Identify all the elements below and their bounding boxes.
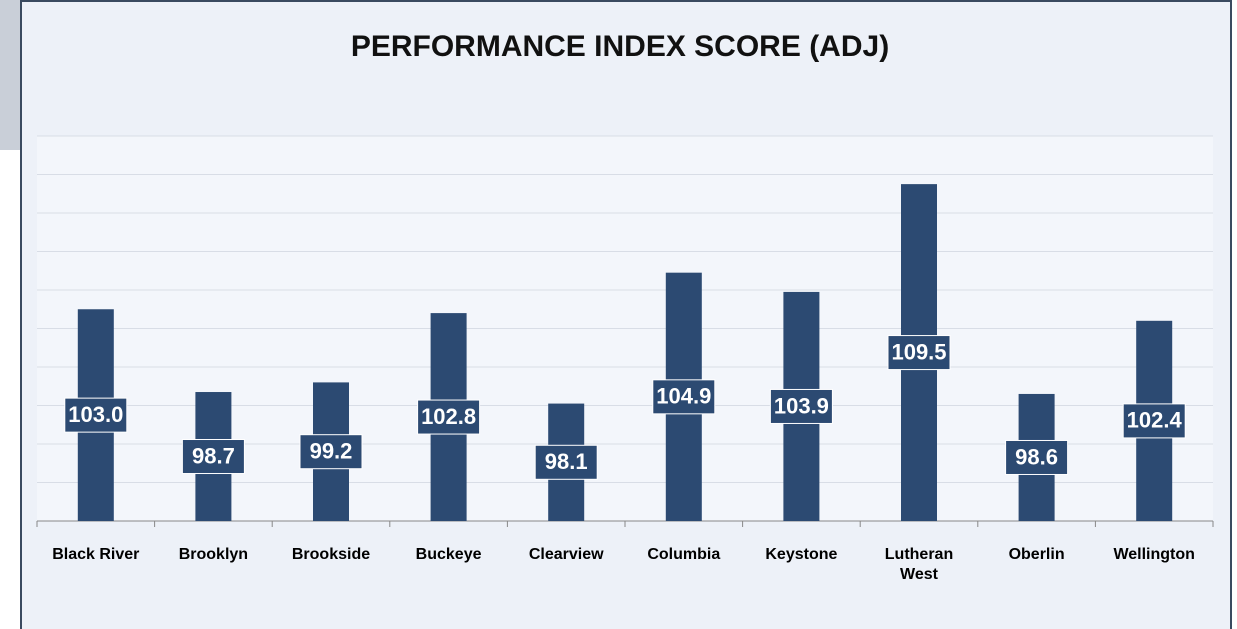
data-label-box [181,439,245,475]
data-label: 103.9 [774,393,829,418]
data-label: 109.5 [891,339,946,364]
data-label-box [534,444,598,480]
data-label: 98.6 [1015,444,1058,469]
data-label: 98.7 [192,443,235,468]
data-label: 103.0 [68,402,123,427]
data-label: 104.9 [656,384,711,409]
data-label: 102.4 [1127,408,1183,433]
data-label-box [1122,403,1186,439]
data-label-box [887,335,951,371]
data-label: 98.1 [545,449,588,474]
x-tick-label: Lutheran West [884,546,954,583]
x-tick-label: Brookside [291,546,371,563]
data-label-box [417,399,481,435]
data-label: 99.2 [310,439,353,464]
data-label-box [1005,439,1069,475]
x-tick-label: Oberlin [1008,546,1065,563]
data-label-box [652,379,716,415]
x-tick-label: Keystone [765,546,838,563]
data-label-box [769,388,833,424]
chart-title: PERFORMANCE INDEX SCORE (ADJ) [351,30,889,63]
x-tick-label: Columbia [647,546,721,563]
x-tick-label: Buckeye [415,546,482,563]
x-tick-label: Brooklyn [178,546,249,563]
data-label: 102.8 [421,404,476,429]
x-tick-label: Wellington [1113,546,1195,563]
x-tick-label: Black River [52,546,140,563]
data-label-box [64,397,128,433]
x-tick-label: Clearview [528,546,604,563]
data-label-box [299,434,363,470]
